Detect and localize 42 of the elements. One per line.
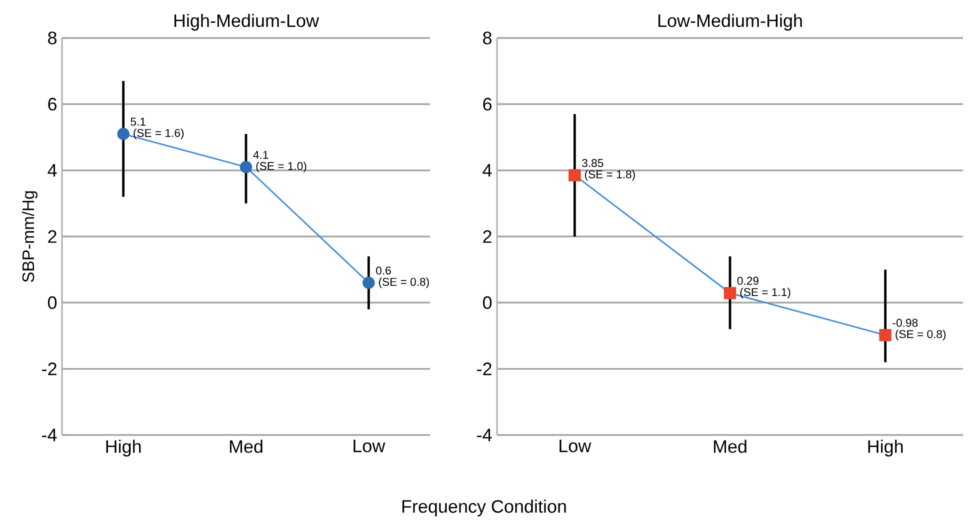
point <box>362 276 375 289</box>
y-axis-title: SBP-mm/Hg <box>22 191 38 282</box>
data-label: 0.6 <box>376 266 391 275</box>
annotation: (SE = 0.8) <box>378 278 429 288</box>
data-label: 0.29 <box>737 276 758 285</box>
x-tick-label: Med <box>714 440 746 453</box>
point <box>879 328 892 342</box>
y-tick-label: 2 <box>48 230 56 243</box>
x-tick-label: High <box>868 440 903 456</box>
x-tick-label: Med <box>230 440 262 453</box>
y-tick-label: -2 <box>477 362 492 376</box>
y-tick-label: 6 <box>483 98 492 111</box>
point <box>240 160 252 174</box>
chart-title: Low-Medium-High <box>658 14 802 31</box>
chart-title: High-Medium-Low <box>174 14 320 31</box>
point <box>724 286 736 300</box>
y-tick-label: 4 <box>482 164 492 177</box>
point <box>117 128 130 140</box>
y-tick-label: 8 <box>48 32 56 44</box>
data-label: 4.1 <box>253 150 268 159</box>
y-tick-label: 6 <box>48 98 56 111</box>
y-tick-label: 2 <box>483 230 492 243</box>
y-tick-label: 0 <box>48 296 57 310</box>
y-tick-label: 0 <box>482 296 492 310</box>
data-label: 3.85 <box>582 159 604 168</box>
y-tick-label: 4 <box>48 164 57 177</box>
annotation: (SE = 1.6) <box>134 128 184 140</box>
x-tick-label: Low <box>560 440 592 452</box>
annotation: (SE = 0.8) <box>896 330 946 340</box>
annotation: (SE = 1.0) <box>256 162 306 172</box>
y-tick-label: -4 <box>42 428 57 442</box>
data-label: -0.98 <box>892 318 918 327</box>
y-tick-label: -4 <box>477 428 492 442</box>
x-tick-label: High <box>106 440 141 456</box>
y-tick-label: 8 <box>483 32 492 44</box>
x-axis-title: Frequency Condition <box>402 500 566 516</box>
data-label: 5.1 <box>130 118 146 126</box>
annotation: (SE = 1.1) <box>740 288 790 298</box>
annotation: (SE = 1.8) <box>584 170 635 181</box>
x-tick-label: Low <box>354 440 386 452</box>
point <box>568 169 581 182</box>
y-tick-label: -2 <box>42 362 56 376</box>
